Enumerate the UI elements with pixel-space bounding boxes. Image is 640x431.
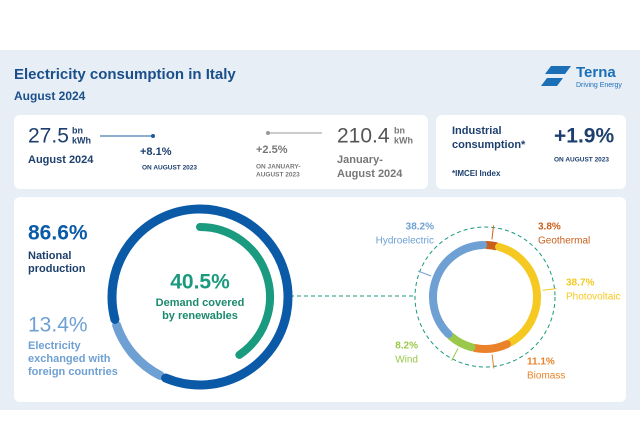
industrial-change: +1.9% — [554, 125, 614, 148]
foreign-value: 13.4% — [28, 314, 88, 337]
logo-mark — [541, 66, 571, 86]
national-value: 86.6% — [28, 222, 88, 245]
change-ref: ON AUGUST 2023 — [142, 165, 197, 172]
mix-name: Wind — [395, 355, 418, 366]
note: *IMCEI Index — [452, 169, 501, 178]
change-ref: ON JANUARY- — [256, 164, 301, 171]
industrial-label: consumption* — [452, 139, 526, 151]
leader-line — [451, 348, 459, 361]
mix-arc — [429, 241, 488, 339]
renewables-arc — [196, 223, 274, 359]
foreign-arc — [112, 320, 165, 380]
mix-arc — [482, 241, 500, 251]
unit: bn — [72, 125, 83, 135]
ytd-value: 210.4 — [337, 125, 390, 148]
mix-percent: 3.8% — [538, 222, 561, 233]
logo: Terna Driving Energy — [541, 64, 622, 89]
card — [14, 115, 428, 189]
mix-outline — [414, 226, 556, 368]
mix-percent: 38.7% — [566, 278, 594, 289]
change-ref: AUGUST 2023 — [256, 172, 300, 179]
change-ref: ON AUGUST 2023 — [554, 157, 609, 164]
logo-tagline: Driving Energy — [576, 82, 622, 89]
subtitle: August 2024 — [14, 89, 86, 103]
unit: kWh — [394, 135, 413, 145]
card — [436, 115, 626, 189]
national-text: production — [28, 263, 86, 275]
rings — [107, 204, 541, 390]
mix-name: Photovoltaic — [566, 292, 620, 303]
logo-name: Terna — [576, 64, 616, 81]
national-text: National — [28, 250, 71, 262]
mix-percent: 11.1% — [527, 357, 555, 368]
mix-percent: 38.2% — [406, 222, 434, 233]
foreign-text: exchanged with — [28, 353, 111, 365]
leader-line — [491, 354, 495, 369]
leader-line — [491, 225, 495, 240]
monthly-value: 27.5 — [28, 125, 69, 148]
unit: bn — [394, 125, 405, 135]
title: Electricity consumption in Italy — [14, 66, 236, 83]
period: August 2024 — [337, 168, 403, 180]
period: August 2024 — [28, 154, 94, 166]
renewables-text: by renewables — [162, 310, 238, 322]
mix-name: Geothermal — [538, 236, 590, 247]
mix-percent: 8.2% — [395, 341, 418, 352]
national-arc — [107, 204, 293, 390]
industrial-label: Industrial — [452, 125, 502, 137]
mix-labels: 3.8% Geothermal 38.7% Photovoltaic 11.1% Biom… — [376, 222, 621, 382]
unit: kWh — [72, 135, 91, 145]
leader-line — [542, 288, 557, 291]
renewables-text: Demand covered — [156, 297, 245, 309]
mix-name: Biomass — [527, 371, 565, 382]
change: +8.1% — [140, 146, 172, 158]
period: January- — [337, 154, 383, 166]
renewables-value: 40.5% — [170, 271, 230, 294]
foreign-text: foreign countries — [28, 366, 118, 378]
leader-line — [417, 270, 432, 277]
foreign-text: Electricity — [28, 340, 81, 352]
mix-arc — [471, 340, 511, 353]
connector-dot — [151, 134, 155, 138]
mix-arc — [495, 242, 541, 347]
change: +2.5% — [256, 144, 288, 156]
mix-name: Hydroelectric — [376, 236, 434, 247]
connector-dot — [266, 131, 270, 135]
